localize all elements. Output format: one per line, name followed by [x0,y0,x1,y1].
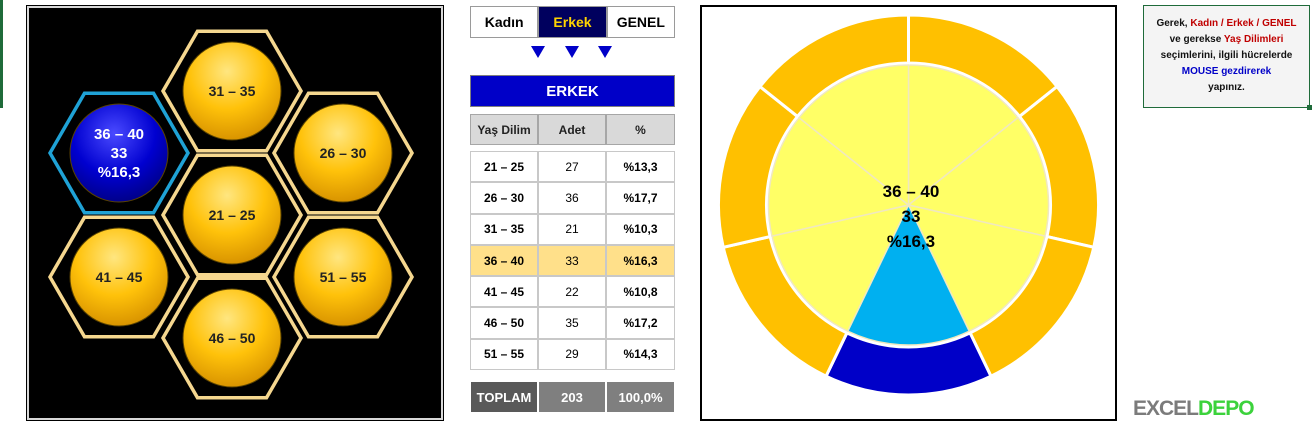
cell-count: 27 [538,151,606,183]
table-row[interactable]: 51 – 55 29 %14,3 [470,338,675,371]
hex-cell[interactable]: 46 – 50 [160,276,304,400]
cell-pct: %10,8 [606,276,675,308]
down-arrows [470,44,675,66]
hex-cell-label: 21 – 25 [209,207,256,223]
table-row[interactable]: 26 – 30 36 %17,7 [470,182,675,214]
info-text: ve gerekse [1169,34,1222,45]
cell-count: 21 [538,213,606,245]
pie-center-pct: %16,3 [887,232,935,251]
hex-cell-label: 33 [111,145,128,162]
tab-erkek[interactable]: Erkek [538,6,607,38]
pie-panel: 36 – 40 33 %16,3 [700,5,1117,421]
hex-cell-label: %16,3 [98,164,141,181]
hex-cell-label: 26 – 30 [320,145,367,161]
hex-cell[interactable]: 21 – 25 [160,153,304,277]
hex-cell-label: 51 – 55 [320,269,367,285]
cell-age[interactable]: 46 – 50 [470,307,538,339]
cell-age[interactable]: 21 – 25 [470,151,538,183]
arrow-down-icon [598,46,612,58]
table-total-row: TOPLAM 203 100,0% [470,381,675,413]
cell-age[interactable]: 36 – 40 [470,244,538,277]
header-pct: % [606,114,675,145]
pie-inner-slice-selected[interactable] [846,203,971,346]
info-highlight: Kadın / Erkek / GENEL [1190,18,1297,29]
info-text: Gerek, [1156,18,1188,29]
total-label: TOPLAM [470,381,538,413]
hex-cell-label: 46 – 50 [209,330,256,346]
cell-count: 22 [538,276,606,308]
table-row[interactable]: 46 – 50 35 %17,2 [470,307,675,339]
hex-cell-label: 36 – 40 [94,126,144,143]
info-highlight: MOUSE gezdirerek [1181,66,1272,77]
arrow-down-icon [531,46,545,58]
hex-cell-circle [69,103,169,203]
cell-pct: %13,3 [606,151,675,183]
table-row-selected[interactable]: 36 – 40 33 %16,3 [470,244,675,277]
table-row[interactable]: 41 – 45 22 %10,8 [470,276,675,308]
cell-count: 29 [538,338,606,371]
hex-cell-label: 31 – 35 [209,83,256,99]
cell-pct: %14,3 [606,338,675,371]
logo-part1: EXCEL [1133,397,1199,420]
hex-cell-circle [293,227,393,327]
hex-cell-selected[interactable]: 36 – 40 33 %16,3 [47,91,191,215]
honeycomb-panel: 31 – 35 26 – 30 21 – 25 41 – 45 51 – 55 46 – … [27,6,443,420]
hex-cell[interactable]: 26 – 30 [271,91,415,215]
cell-age[interactable]: 26 – 30 [470,182,538,214]
hex-cell[interactable]: 31 – 35 [160,29,304,153]
pie-center-label: 36 – 40 [883,182,940,201]
hex-cell-circle [182,288,282,388]
pie-inner-slice[interactable] [797,64,910,207]
total-pct: 100,0% [606,381,675,413]
hex-cell-circle [293,103,393,203]
pie-outer-slice[interactable] [757,13,910,119]
table-row[interactable]: 31 – 35 21 %10,3 [470,213,675,245]
gender-tabs: Kadın Erkek GENEL [470,6,675,38]
header-age: Yaş Dilim [470,114,538,145]
cell-age[interactable]: 51 – 55 [470,338,538,371]
hex-cell[interactable]: 51 – 55 [271,215,415,339]
info-text: yapınız. [1208,82,1245,93]
hex-cell-circle [182,41,282,141]
info-highlight: Yaş Dilimleri [1223,34,1284,45]
cell-count: 36 [538,182,606,214]
logo-part2: DEPO [1198,397,1255,420]
hex-cell-circle [69,227,169,327]
arrow-down-icon [565,46,579,58]
cell-count: 33 [538,244,606,277]
pie-inner-slice[interactable] [907,64,1020,207]
logo: EXCELDEPO [1133,397,1315,425]
pie-inner-slice[interactable] [906,116,1050,238]
table-body: 21 – 25 27 %13,3 26 – 30 36 %17,7 31 – 35 21%… [470,151,675,371]
instruction-box: Gerek, Kadın / Erkek / GENEL ve gerekse … [1143,5,1312,110]
cell-age[interactable]: 41 – 45 [470,276,538,308]
pie-svg: 36 – 40 33 %16,3 [717,13,1100,397]
cell-count: 35 [538,307,606,339]
hex-cell[interactable]: 41 – 45 [47,215,191,339]
pie-inner-slice[interactable] [771,203,910,333]
tab-genel[interactable]: GENEL [606,6,675,38]
cell-pct: %16,3 [606,244,675,277]
header-count: Adet [538,114,606,145]
total-count: 203 [538,381,606,413]
hex-cell-label: 41 – 45 [96,269,143,285]
table-title: ERKEK [470,75,675,107]
table-row[interactable]: 21 – 25 27 %13,3 [470,151,675,183]
cell-pct: %17,7 [606,182,675,214]
tab-kadin[interactable]: Kadın [470,6,539,38]
info-text: seçimlerini, ilgili hücrelerde [1160,50,1293,61]
hex-cell-circle [182,165,282,265]
cell-pct: %10,3 [606,213,675,245]
pie-center-count: 33 [902,207,921,226]
pie-inner-slice[interactable] [767,116,911,238]
honeycomb-svg: 31 – 35 26 – 30 21 – 25 41 – 45 51 – 55 46 – … [47,29,415,400]
pie-inner-slice[interactable] [907,203,1046,333]
left-accent-bar [0,0,3,108]
cell-age[interactable]: 31 – 35 [470,213,538,245]
table-header: Yaş Dilim Adet % [470,114,675,145]
box-corner-marker [1307,105,1312,110]
cell-pct: %17,2 [606,307,675,339]
